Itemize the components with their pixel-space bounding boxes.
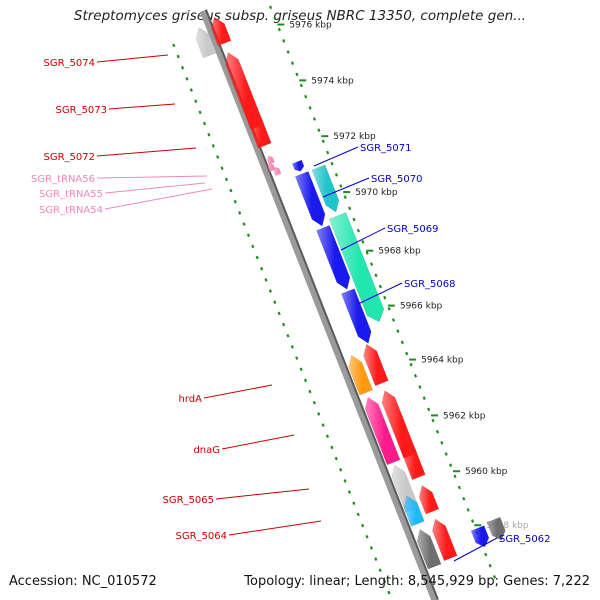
gene-arrow: [401, 441, 426, 481]
ruler-label: 5972 kbp: [333, 132, 376, 142]
gene-label: SGR_5070: [371, 174, 423, 185]
gene-label: dnaG: [193, 445, 220, 456]
gene-label: SGR_5071: [360, 143, 412, 154]
gene-arrow: [363, 343, 389, 387]
gene-arrow: [403, 495, 425, 527]
gene-arrow: [211, 16, 232, 47]
gene-arrow: [364, 396, 401, 466]
gene-label: SGR_5064: [176, 531, 228, 542]
gene-label: hrdA: [179, 394, 203, 405]
gene-leader-line: [215, 488, 310, 500]
gene-arrow: [311, 164, 340, 213]
gene-leader-line: [357, 282, 403, 305]
gene-arrow: [195, 27, 217, 59]
gene-arrow: [432, 518, 458, 562]
gene-arrow: [418, 485, 440, 515]
gene-label: SGR_5068: [404, 279, 456, 290]
ruler-label: 5958 kbp: [486, 521, 529, 531]
gene-leader-line: [96, 147, 197, 157]
gene-label: SGR_5062: [499, 534, 551, 545]
gene-leader-line: [203, 384, 273, 399]
ruler-label: 5964 kbp: [421, 356, 464, 366]
gene-leader-line: [228, 520, 322, 536]
gene-leader-line: [108, 103, 176, 110]
gene-label: SGR_5065: [163, 495, 215, 506]
gene-leader-line: [313, 146, 359, 167]
gene-leader-line: [104, 188, 213, 210]
gene-arrow: [348, 354, 374, 396]
gene-leader-line: [322, 177, 370, 198]
gene-label: SGR_5074: [44, 58, 96, 69]
gene-arrow: [470, 525, 490, 548]
gene-leader-line: [96, 54, 169, 63]
gene-arrow: [273, 166, 282, 177]
gene-leader-line: [96, 175, 208, 179]
gene-arrow: [416, 528, 442, 570]
gene-label: SGR_tRNA56: [31, 174, 95, 185]
gene-arrow: [267, 162, 276, 172]
ruler-label: 5966 kbp: [400, 302, 443, 312]
map-title: Streptomyces griseus subsp. griseus NBRC…: [73, 8, 527, 24]
ruler-label: 5974 kbp: [311, 76, 354, 86]
gene-arrow: [248, 111, 272, 149]
gene-arrow: [266, 155, 275, 165]
gene-leader-line: [221, 434, 295, 450]
gene-leader-line: [340, 227, 386, 251]
gene-arrow: [294, 171, 326, 227]
gene-label: SGR_5073: [56, 105, 108, 116]
gene-arrow: [340, 288, 372, 344]
gene-arrow: [316, 225, 351, 290]
gene-label: SGR_tRNA54: [39, 205, 103, 216]
minus-strand-track: [172, 43, 391, 595]
ruler-label: 5960 kbp: [465, 467, 508, 477]
ruler-label: 5962 kbp: [443, 411, 486, 421]
ruler-label: 5968 kbp: [378, 247, 421, 257]
gene-label: SGR_tRNA55: [39, 189, 103, 200]
ruler-label: 5976 kbp: [289, 21, 332, 31]
accession-label: Accession: NC_010572: [9, 574, 157, 589]
topology-label: Topology: linear; Length: 8,545,929 bp; …: [244, 574, 590, 589]
gene-leader-line: [104, 182, 206, 194]
gene-label: SGR_5069: [387, 224, 439, 235]
gene-arrow: [486, 516, 506, 541]
gene-label: SGR_5072: [44, 152, 96, 163]
ruler-label: 5970 kbp: [355, 188, 398, 198]
gene-leader-line: [453, 537, 498, 562]
chromosome-backbone: [199, 9, 439, 600]
gene-arrow: [328, 212, 385, 323]
gene-arrow: [291, 159, 305, 172]
plus-strand-track: [268, 5, 497, 579]
